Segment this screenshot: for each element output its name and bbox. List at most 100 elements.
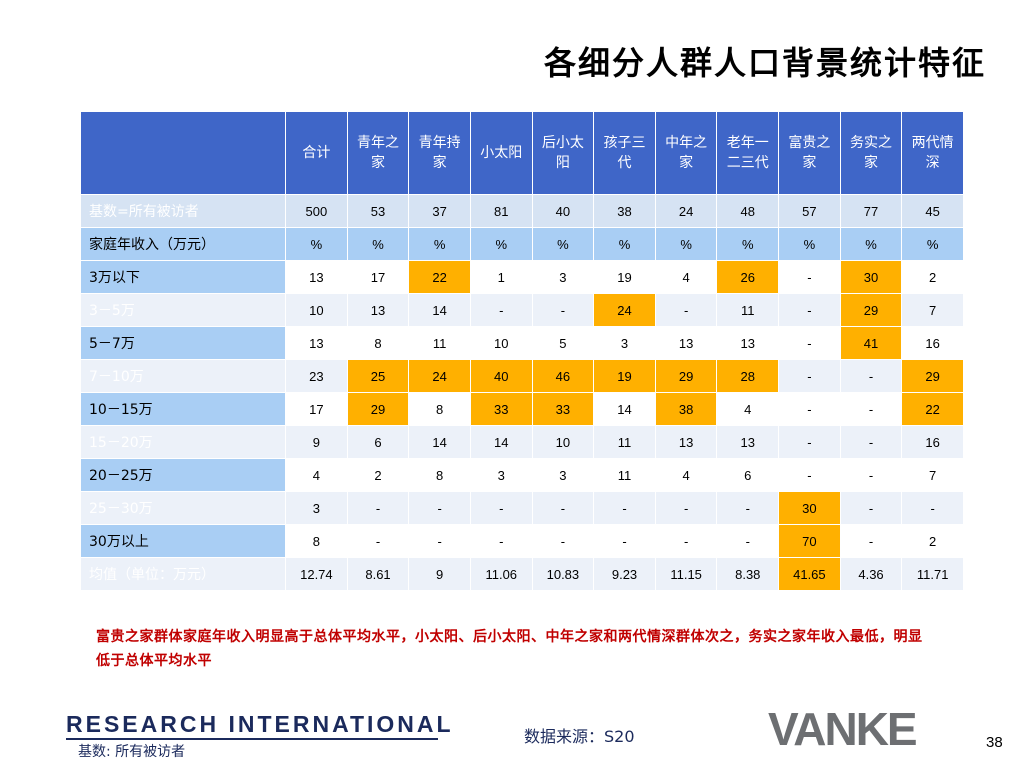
table-cell: - — [593, 524, 656, 558]
highlighted-cell: 30 — [778, 491, 841, 525]
table-row: 3－5万 10 13 14- -24-11-29 7 — [79, 293, 964, 327]
column-header: 青年之家 — [346, 111, 410, 195]
table-cell: % — [654, 227, 718, 261]
highlighted-cell: 70 — [778, 524, 841, 558]
row-label: 20－25万 — [79, 458, 287, 492]
source-label: 数据来源：S20 — [524, 727, 635, 746]
column-header: 合计 — [285, 111, 348, 195]
column-header: 务实之家 — [839, 111, 903, 195]
table-cell: - — [408, 491, 471, 525]
table-cell: 9.23 — [593, 557, 656, 591]
row-label: 3－5万 — [79, 293, 287, 327]
highlighted-cell: 29 — [839, 293, 903, 327]
table-cell: 4 — [716, 392, 780, 426]
table-cell: - — [654, 524, 718, 558]
column-header: 小太阳 — [469, 111, 533, 195]
table-cell: - — [346, 491, 410, 525]
table-cell: 14 — [469, 425, 533, 459]
table-cell: 10 — [285, 293, 348, 327]
table-row: 15－20万 9 6 14 14 10 11 13 13- -16 — [79, 425, 964, 459]
column-header: 青年持家 — [408, 111, 471, 195]
table-cell: 24 — [654, 194, 718, 228]
highlighted-cell: 24 — [408, 359, 471, 393]
table-cell: - — [839, 458, 903, 492]
table-cell: 8 — [346, 326, 410, 360]
table-cell: 57 — [778, 194, 841, 228]
table-cell: 45 — [901, 194, 964, 228]
header-corner — [79, 111, 287, 195]
table-cell: 37 — [408, 194, 471, 228]
page-title: 各细分人群人口背景统计特征 — [543, 44, 986, 82]
table-cell: - — [654, 293, 718, 327]
table-cell: 7 — [901, 458, 964, 492]
table-cell: 4 — [654, 260, 718, 294]
table-cell: 12.74 — [285, 557, 348, 591]
table-cell: 10.83 — [531, 557, 595, 591]
table-cell: 14 — [408, 293, 471, 327]
table-cell: - — [901, 491, 964, 525]
table-cell: % — [593, 227, 656, 261]
summary-note: 富贵之家群体家庭年收入明显高于总体平均水平，小太阳、后小太阳、中年之家和两代情深… — [96, 629, 923, 669]
highlighted-cell: 33 — [469, 392, 533, 426]
table-cell: - — [408, 524, 471, 558]
table-cell: 14 — [408, 425, 471, 459]
table-cell: - — [778, 260, 841, 294]
table-row: 基数=所有被访者 500 53 37 81 40 38 24 48 57 77 45 — [79, 194, 964, 228]
row-label: 5－7万 — [79, 326, 287, 360]
table-cell: - — [346, 524, 410, 558]
table-cell: 13 — [716, 326, 780, 360]
table-cell: - — [778, 326, 841, 360]
table-cell: 2 — [901, 524, 964, 558]
table-cell: 9 — [285, 425, 348, 459]
table-cell: 4 — [285, 458, 348, 492]
table-cell: - — [469, 524, 533, 558]
table-cell: % — [408, 227, 471, 261]
table-cell: - — [469, 491, 533, 525]
table-cell: 4 — [654, 458, 718, 492]
table-cell: 9 — [408, 557, 471, 591]
header-row: 合计 青年之家 青年持家 小太阳 后小太阳 孩子三代 中年之家 老年一二三代 富贵之家 务实之家两… — [79, 111, 964, 195]
table-cell: 11 — [593, 458, 656, 492]
table-cell: 10 — [469, 326, 533, 360]
table-cell: 13 — [285, 326, 348, 360]
base-label: 基数: 所有被访者 — [78, 744, 186, 760]
table-cell: - — [716, 524, 780, 558]
highlighted-cell: 29 — [346, 392, 410, 426]
table-cell: % — [716, 227, 780, 261]
logo-underline — [66, 738, 438, 740]
highlighted-cell: 28 — [716, 359, 780, 393]
table-cell: 11 — [408, 326, 471, 360]
table-cell: - — [469, 293, 533, 327]
table-cell: 19 — [593, 260, 656, 294]
table-cell: 2 — [346, 458, 410, 492]
table-cell: 1 — [469, 260, 533, 294]
highlighted-cell: 26 — [716, 260, 780, 294]
table-cell: 81 — [469, 194, 533, 228]
highlighted-cell: 41.65 — [778, 557, 841, 591]
table-cell: 8 — [408, 392, 471, 426]
table-cell: 48 — [716, 194, 780, 228]
table-cell: 3 — [469, 458, 533, 492]
table-cell: 5 — [531, 326, 595, 360]
table-cell: - — [716, 491, 780, 525]
table-cell: % — [839, 227, 903, 261]
column-header: 老年一二三代 — [716, 111, 780, 195]
table-cell: % — [778, 227, 841, 261]
table-cell: 11.15 — [654, 557, 718, 591]
highlighted-cell: 29 — [654, 359, 718, 393]
row-label: 25－30万 — [79, 491, 287, 525]
table-cell: 8.38 — [716, 557, 780, 591]
table-cell: - — [654, 491, 718, 525]
table-cell: 3 — [531, 260, 595, 294]
highlighted-cell: 38 — [654, 392, 718, 426]
table-cell: 2 — [901, 260, 964, 294]
table-cell: % — [531, 227, 595, 261]
table-cell: - — [839, 491, 903, 525]
highlighted-cell: 41 — [839, 326, 903, 360]
table-cell: 500 — [285, 194, 348, 228]
highlighted-cell: 46 — [531, 359, 595, 393]
table-cell: 8.61 — [346, 557, 410, 591]
table-row: 7－10万 23 25 24 40 46 19 29 28- -29 — [79, 359, 964, 393]
table-row: 3万以下 13 17 22 1 3 19 4 26-30 2 — [79, 260, 964, 294]
table-row: 5－7万 13 8 11 10 5 3 13 13-41 16 — [79, 326, 964, 360]
